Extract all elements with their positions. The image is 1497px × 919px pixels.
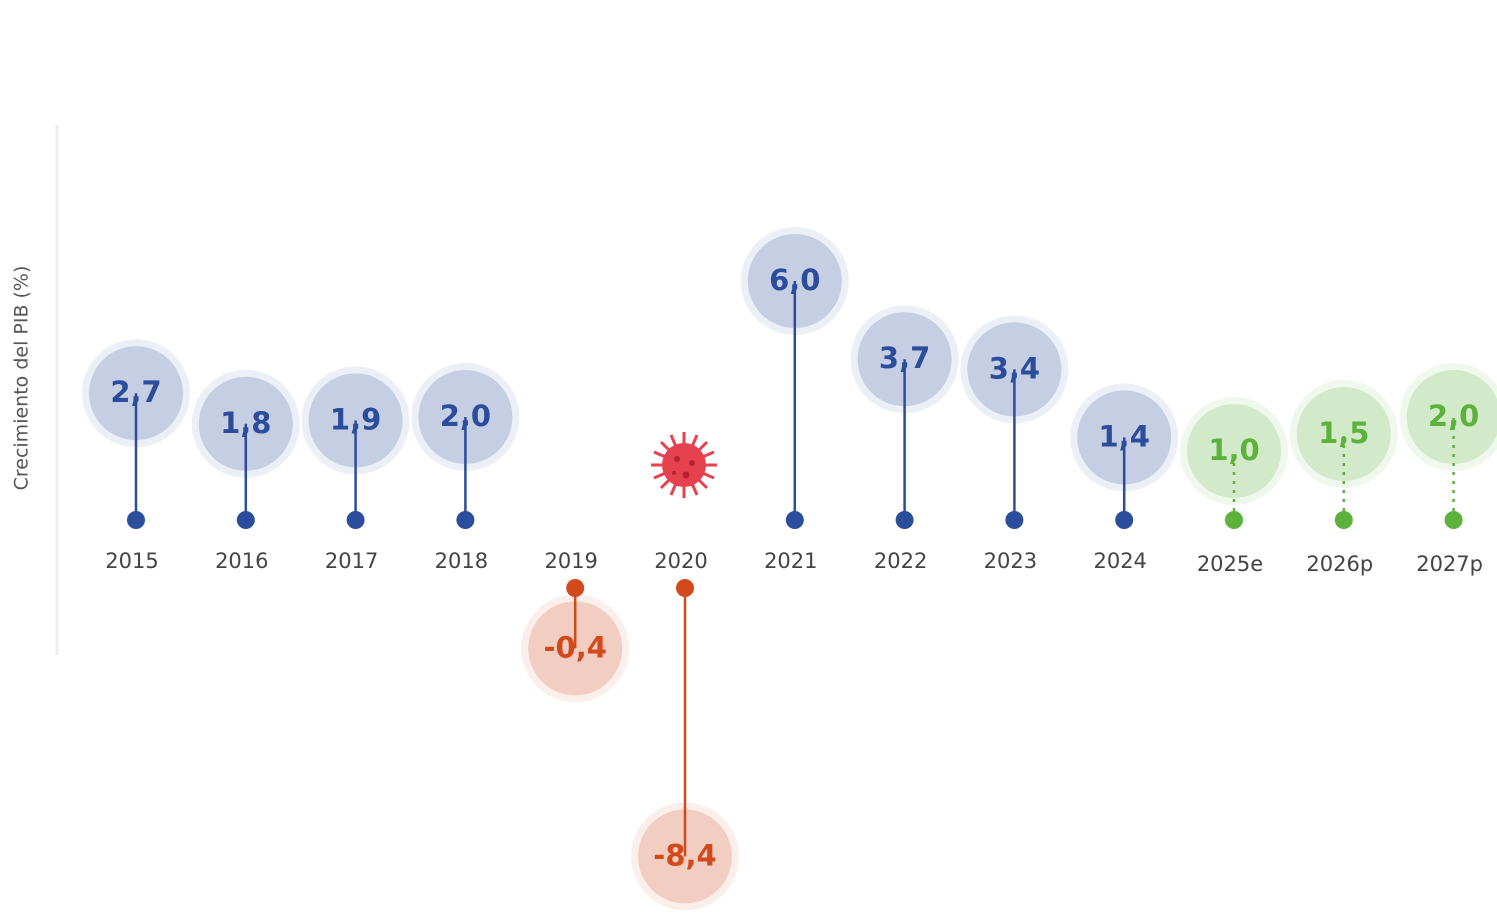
x-tick-label: 2025e: [1197, 552, 1263, 576]
bubble: [1406, 370, 1497, 464]
x-tick-label: 2016: [215, 549, 268, 573]
base-dot: [676, 579, 694, 597]
bubble: [89, 346, 183, 441]
base-dot: [346, 511, 365, 529]
value-label: 1,5: [1318, 416, 1369, 450]
value-label: 6,0: [769, 263, 820, 297]
bubble: [857, 312, 952, 407]
base-dot: [236, 511, 255, 529]
bubble-halo: [411, 363, 520, 471]
bubble: [308, 373, 403, 468]
bubble-halo: [1070, 383, 1179, 492]
base-dot: [566, 579, 585, 597]
bubble-halo: [191, 369, 300, 478]
value-label: 1,8: [220, 406, 271, 440]
x-tick-label: 2023: [984, 549, 1037, 573]
virus-icon: [651, 432, 717, 498]
x-tick-label: 2019: [544, 549, 597, 573]
x-tick-label: 2026p: [1306, 552, 1373, 576]
value-label: 2,0: [1428, 399, 1479, 433]
x-tick-label: 2024: [1093, 549, 1146, 573]
base-dot: [1334, 511, 1353, 529]
bubble-halo: [1289, 380, 1398, 488]
bubble-halo: [82, 339, 190, 448]
value-label: -8,4: [653, 838, 716, 872]
value-label: 2,7: [110, 375, 161, 409]
base-dot: [1444, 511, 1463, 529]
bubble: [747, 234, 842, 328]
base-dot: [1225, 511, 1243, 529]
value-label: 3,4: [989, 351, 1040, 385]
x-tick-label: 2020: [654, 549, 707, 573]
value-label: 1,9: [330, 402, 381, 436]
bubble: [418, 370, 513, 464]
value-label: 1,0: [1208, 433, 1259, 467]
bubble: [638, 809, 732, 904]
value-label: -0,4: [543, 630, 606, 664]
bubble: [1187, 404, 1281, 498]
bubble: [528, 601, 623, 696]
bubble: [1296, 387, 1391, 481]
base-dot: [785, 511, 804, 529]
base-dot: [127, 511, 145, 529]
y-axis-label: Crecimiento del PIB (%): [11, 266, 33, 491]
x-tick-label: 2015: [105, 549, 158, 573]
base-dot: [1115, 511, 1134, 529]
bubble: [967, 322, 1062, 417]
x-tick-label: 2021: [764, 549, 817, 573]
value-label: 3,7: [879, 341, 930, 375]
x-tick-label: 2022: [874, 549, 927, 573]
bubble: [1077, 390, 1172, 485]
value-label: 2,0: [440, 399, 491, 433]
x-tick-label: 2017: [325, 549, 378, 573]
bubble-halo: [301, 366, 410, 475]
bubble-halo: [960, 315, 1069, 424]
x-tick-label: 2027p: [1416, 552, 1483, 576]
x-tick-label: 2018: [435, 549, 488, 573]
value-label: 1,4: [1099, 419, 1150, 453]
bubble-halo: [521, 594, 630, 703]
bubble-halo: [740, 227, 849, 335]
base-dot: [456, 511, 475, 529]
base-dot: [1005, 511, 1024, 529]
bubble-halo: [1399, 363, 1497, 471]
bubble: [198, 376, 293, 471]
bubble-halo: [850, 305, 959, 414]
bubble-halo: [1180, 397, 1288, 505]
bubble-halo: [631, 802, 739, 911]
base-dot: [895, 511, 914, 529]
